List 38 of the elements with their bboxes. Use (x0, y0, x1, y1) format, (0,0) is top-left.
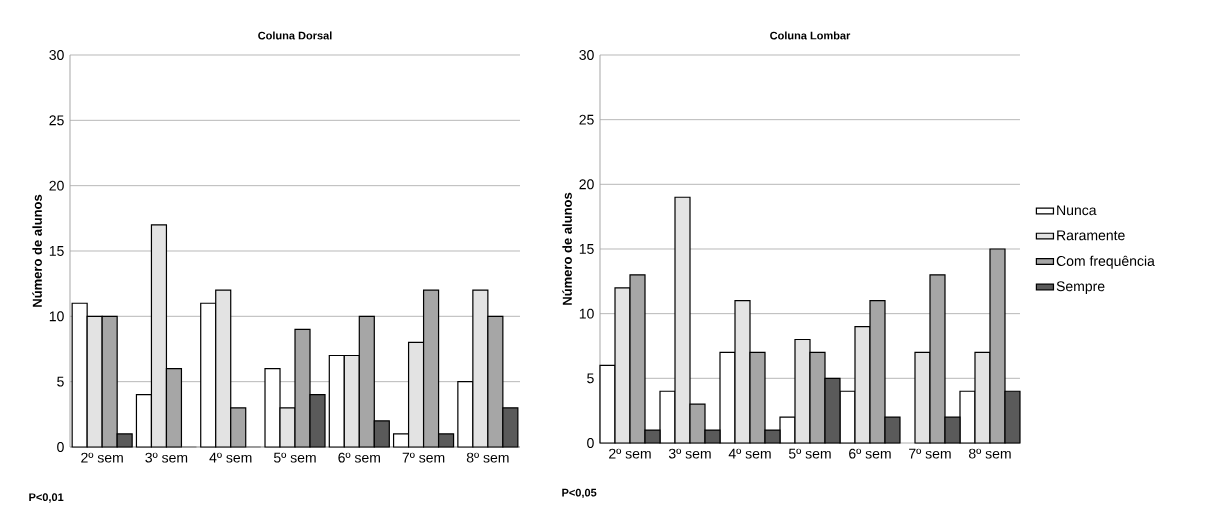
x-tick-label: 3º sem (668, 448, 711, 459)
y-tick-label: 20 (49, 180, 64, 191)
x-tick-label: 2º sem (609, 448, 651, 459)
x-tick-label: 4º sem (728, 448, 771, 459)
x-tick-label: 5º sem (273, 452, 316, 463)
text: P<0,05 (562, 488, 597, 499)
y-tick-label: 15 (579, 244, 594, 254)
y-tick-label: 30 (49, 50, 64, 60)
x-tick-label: 8º sem (466, 452, 509, 463)
x-tick-label: 6º sem (849, 448, 891, 459)
chart-title: Coluna Lombar (770, 31, 851, 40)
y-tick-label: 0 (57, 442, 64, 452)
y-axis-title: Número de alunos (562, 192, 572, 305)
legend-label: Nunca (1057, 205, 1097, 216)
y-tick-label: 30 (579, 50, 594, 60)
x-tick-label: 6º sem (338, 452, 380, 463)
y-tick-label: 10 (579, 308, 594, 319)
y-tick-label: 0 (587, 438, 594, 448)
x-tick-label: 8º sem (968, 448, 1011, 459)
y-tick-label: 15 (49, 246, 64, 256)
y-tick-label: 25 (49, 115, 64, 126)
legend-label: Com frequência (1056, 255, 1155, 269)
y-tick-label: 20 (579, 179, 594, 190)
text: P<0,01 (29, 493, 64, 503)
x-tick-label: 7º sem (909, 448, 951, 459)
legend-label: Sempre (1056, 281, 1105, 295)
y-tick-label: 10 (49, 311, 64, 322)
x-tick-label: 4º sem (209, 452, 252, 463)
y-tick-label: 25 (579, 114, 594, 125)
x-tick-label: 2º sem (81, 452, 123, 463)
chart-title: Coluna Dorsal (258, 31, 332, 40)
legend-label: Raramente (1057, 230, 1125, 241)
y-tick-label: 5 (57, 376, 64, 387)
x-tick-label: 7º sem (402, 452, 445, 463)
y-tick-label: 5 (587, 373, 594, 384)
x-tick-label: 5º sem (788, 448, 831, 459)
y-axis-title: Número de alunos (32, 194, 42, 307)
x-tick-label: 3º sem (145, 452, 188, 463)
